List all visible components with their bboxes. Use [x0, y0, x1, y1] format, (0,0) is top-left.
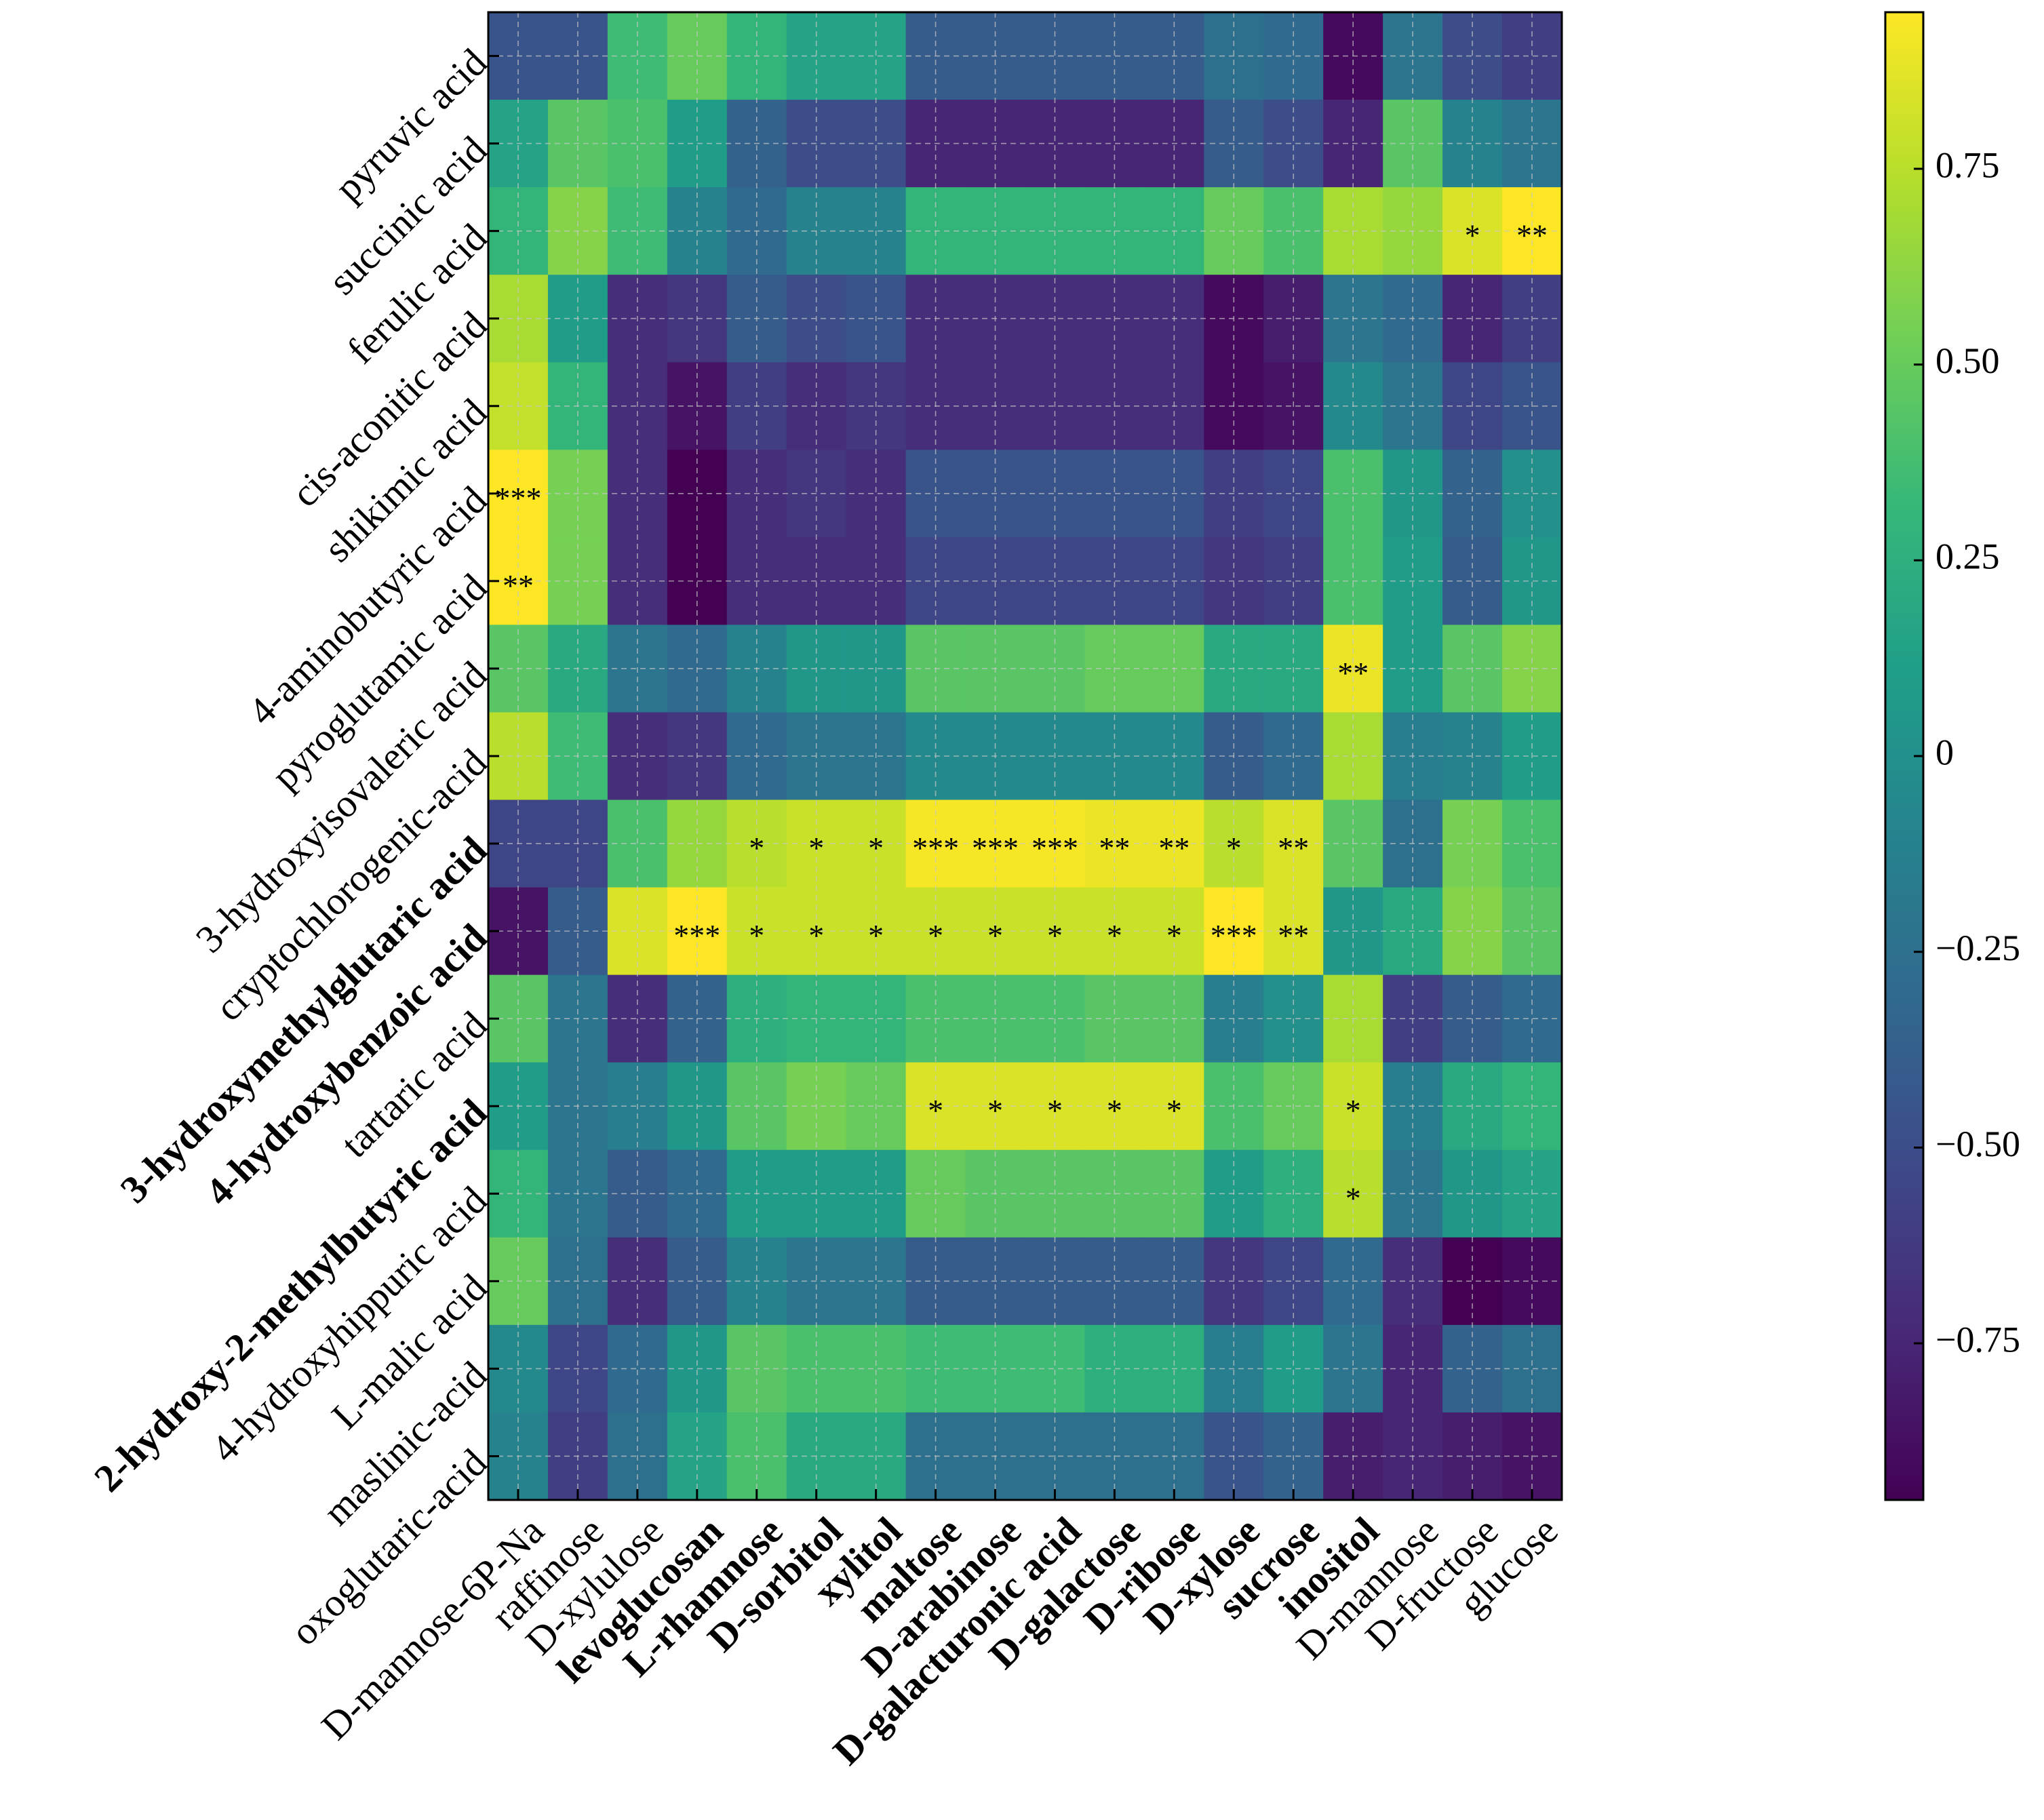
heatmap-cell	[1025, 887, 1086, 976]
significance-mark: **	[503, 568, 534, 603]
significance-mark: *	[868, 918, 884, 953]
significance-mark: *	[928, 1093, 943, 1128]
colorbar-tick-label: −0.75	[1935, 1319, 2020, 1360]
significance-mark: *	[1465, 218, 1480, 253]
significance-mark: **	[1158, 831, 1190, 865]
heatmap-cell	[1263, 1237, 1324, 1326]
heatmap-cell	[1025, 450, 1086, 538]
colorbar: 0.75 0.50 0.25 0 −0.25 −0.50 −0.75	[1884, 11, 2020, 1501]
significance-mark: *	[1345, 1181, 1361, 1215]
significance-mark: *	[868, 831, 884, 865]
significance-mark: *	[749, 918, 764, 953]
heatmap-cell	[1263, 1324, 1324, 1413]
significance-annotations: * ********** * * *** *** *** ** ** * ***** * * * * * * * *…	[494, 218, 1548, 1216]
heatmap-cell	[846, 1237, 907, 1326]
heatmap-cell	[1025, 1324, 1086, 1413]
significance-mark: ***	[494, 481, 541, 515]
heatmap-cell	[846, 887, 907, 976]
significance-mark: *	[749, 831, 764, 865]
x-axis-ticks: D-mannose-6P-NaraffinoseD-xyluloselevogl…	[313, 1489, 1567, 1773]
heatmap-cell	[846, 100, 907, 188]
significance-mark: *	[1107, 918, 1122, 953]
significance-mark: *	[1226, 831, 1242, 865]
significance-mark: ***	[1211, 918, 1257, 953]
colorbar-ticks: 0.75 0.50 0.25 0 −0.25 −0.50 −0.75	[1914, 144, 2020, 1360]
heatmap-cell	[1263, 450, 1324, 538]
heatmap-cell	[1263, 100, 1324, 188]
significance-mark: *	[1047, 918, 1063, 953]
significance-mark: ***	[912, 831, 959, 865]
significance-mark: *	[808, 831, 824, 865]
significance-mark: **	[1337, 656, 1369, 690]
colorbar-tick-label: −0.25	[1935, 928, 2020, 968]
significance-mark: *	[1345, 1093, 1361, 1128]
colorbar-tick-label: 0.25	[1935, 536, 2000, 577]
significance-mark: ***	[673, 918, 720, 953]
significance-mark: *	[987, 1093, 1003, 1128]
significance-mark: **	[1516, 218, 1548, 253]
significance-mark: **	[1278, 918, 1309, 953]
heatmap-cell	[607, 450, 668, 538]
significance-mark: *	[1166, 918, 1182, 953]
significance-mark: *	[1166, 1093, 1182, 1128]
heatmap-cell	[607, 887, 668, 976]
colorbar-tick-label: 0.50	[1935, 340, 2000, 381]
significance-mark: ***	[972, 831, 1019, 865]
significance-mark: *	[808, 918, 824, 953]
significance-mark: **	[1099, 831, 1130, 865]
heatmap-cell	[607, 1237, 668, 1326]
colorbar-tick-label: 0.75	[1935, 144, 2000, 185]
significance-mark: *	[1107, 1093, 1122, 1128]
heatmap-cell	[846, 450, 907, 538]
colorbar-tick-label: 0	[1935, 732, 1954, 772]
heatmap-grid	[488, 12, 1562, 1500]
significance-mark: **	[1278, 831, 1309, 865]
heatmap-cell	[1263, 887, 1324, 976]
heatmap-cell	[846, 1324, 907, 1413]
heatmap-cell	[1025, 100, 1086, 188]
significance-mark: *	[1047, 1093, 1063, 1128]
significance-mark: *	[987, 918, 1003, 953]
heatmap-cell	[607, 1324, 668, 1413]
heatmap-cell	[607, 100, 668, 188]
significance-mark: ***	[1031, 831, 1078, 865]
heatmap-cell	[1025, 1237, 1086, 1326]
significance-mark: *	[928, 918, 943, 953]
colorbar-tick-label: −0.50	[1935, 1124, 2020, 1164]
